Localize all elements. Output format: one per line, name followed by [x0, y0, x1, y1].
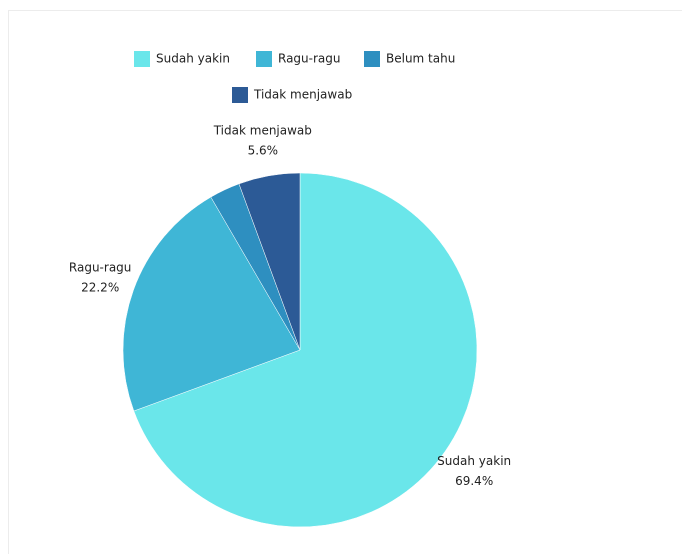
legend-label: Tidak menjawab — [253, 88, 352, 102]
data-label-name: Tidak menjawab — [213, 123, 312, 137]
data-label: 22.2% — [81, 281, 119, 295]
legend-swatch — [232, 87, 248, 103]
data-label-name: Sudah yakin — [437, 454, 511, 468]
legend-label: Sudah yakin — [156, 52, 230, 66]
frame — [8, 10, 682, 554]
legend-swatch — [256, 51, 272, 67]
data-label: 5.6% — [248, 143, 279, 157]
legend-swatch — [134, 51, 150, 67]
pie-slice — [133, 172, 478, 528]
legend-label: Ragu-ragu — [278, 52, 341, 66]
pie-slice — [122, 196, 301, 412]
legend-swatch — [364, 51, 380, 67]
legend-label: Belum tahu — [386, 52, 455, 66]
pie-slice — [238, 172, 301, 351]
data-label-name: Ragu-ragu — [69, 261, 132, 275]
data-label: 69.4% — [455, 474, 493, 488]
